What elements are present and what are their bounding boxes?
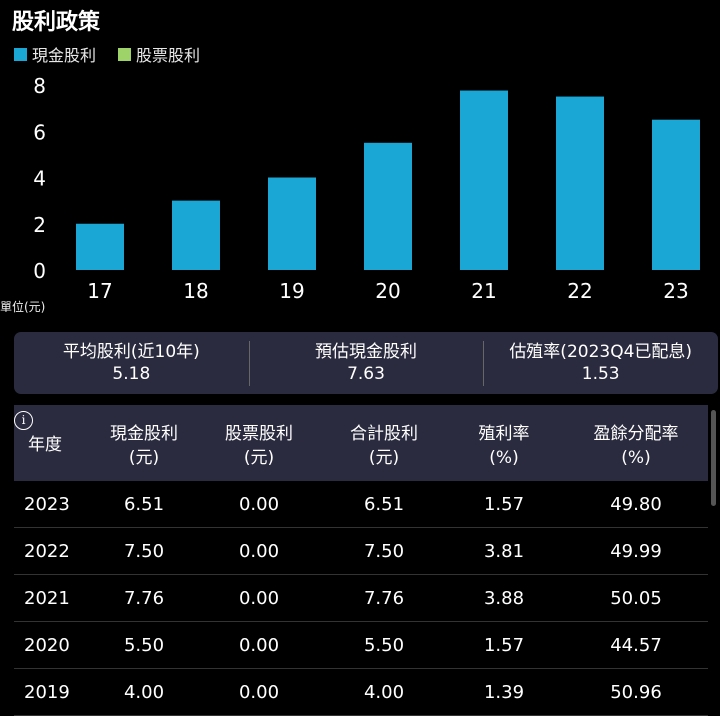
bar-cash-dividend-20[interactable] <box>364 142 412 270</box>
cell-total-dividend: 7.76 <box>363 587 405 609</box>
y-tick-label: 6 <box>33 120 46 144</box>
summary-label: 平均股利(近10年) <box>62 342 200 362</box>
bar-cash-dividend-21[interactable] <box>460 90 508 270</box>
x-tick-label: 20 <box>375 279 400 303</box>
cell-cash-dividend: 7.76 <box>123 587 165 609</box>
cell-payout-ratio: 44.57 <box>610 634 662 656</box>
x-tick-label: 17 <box>87 279 112 303</box>
cell-yield: 3.81 <box>483 540 525 562</box>
header-label: 股票股利 <box>225 424 293 444</box>
cell-yield: 1.57 <box>483 634 525 656</box>
legend-swatch-stock <box>118 47 132 61</box>
info-icon[interactable]: i <box>14 411 33 430</box>
cell-year: 2022 <box>24 540 70 562</box>
summary-estimated-yield: 估殖率(2023Q4已配息) 1.53 <box>483 332 718 394</box>
summary-average-dividend: 平均股利(近10年) 5.18 <box>14 332 249 394</box>
cell-stock-dividend: 0.00 <box>238 681 280 703</box>
summary-value: 7.63 <box>347 364 385 384</box>
y-tick-label: 8 <box>33 74 46 98</box>
dividend-summary-panel: 平均股利(近10年) 5.18 預估現金股利 7.63 估殖率(2023Q4已配… <box>14 332 718 394</box>
dividend-bar-chart: 0 2 4 6 8 17 18 19 20 21 22 23 <box>33 74 700 303</box>
header-stock-dividend: 股票股利 (元) <box>194 405 324 481</box>
header-yield: 殖利率 (%) <box>444 405 564 481</box>
cell-stock-dividend: 0.00 <box>238 587 280 609</box>
x-tick-label: 21 <box>471 279 496 303</box>
table-row: 2019 4.00 0.00 4.00 1.39 50.96 <box>14 669 708 716</box>
header-total-dividend: 合計股利 (元) <box>324 405 444 481</box>
table-row: 2022 7.50 0.00 7.50 3.81 49.99 <box>14 528 708 575</box>
cell-total-dividend: 6.51 <box>363 493 405 515</box>
x-tick-label: 18 <box>183 279 208 303</box>
header-payout-ratio: 盈餘分配率 (%) <box>564 405 708 481</box>
summary-value: 5.18 <box>112 364 151 384</box>
cell-stock-dividend: 0.00 <box>238 493 280 515</box>
header-unit: (%) <box>489 448 519 468</box>
cell-yield: 1.57 <box>483 493 525 515</box>
legend-item-cash[interactable]: 現金股利 <box>14 42 96 66</box>
x-tick-label: 22 <box>567 279 592 303</box>
legend-label-cash: 現金股利 <box>32 46 97 65</box>
header-label: 殖利率 <box>478 424 530 444</box>
cell-payout-ratio: 50.05 <box>610 587 662 609</box>
cell-total-dividend: 7.50 <box>363 540 405 562</box>
x-tick-label: 23 <box>663 279 688 303</box>
cell-year: 2023 <box>24 493 70 515</box>
table-row: 2023 6.51 0.00 6.51 1.57 49.80 <box>14 481 708 528</box>
legend-swatch-cash <box>14 47 27 61</box>
cell-stock-dividend: 0.00 <box>238 540 280 562</box>
table-header: i 年度 現金股利 (元) 股票股利 (元) 合計股利 (元) 殖利率 (%) … <box>14 405 708 481</box>
legend-item-stock[interactable]: 股票股利 <box>118 42 200 66</box>
bar-cash-dividend-23[interactable] <box>652 119 700 270</box>
bar-cash-dividend-17[interactable] <box>76 223 124 270</box>
cell-yield: 1.39 <box>483 681 525 703</box>
summary-label: 預估現金股利 <box>315 342 417 362</box>
header-year: 年度 <box>14 405 94 481</box>
cell-year: 2020 <box>24 634 70 656</box>
cell-payout-ratio: 49.80 <box>610 493 662 515</box>
table-row: 2020 5.50 0.00 5.50 1.57 44.57 <box>14 622 708 669</box>
summary-estimated-cash-dividend: 預估現金股利 7.63 <box>248 332 484 394</box>
header-unit: (%) <box>621 448 651 468</box>
bar-cash-dividend-19[interactable] <box>268 177 316 271</box>
cell-total-dividend: 5.50 <box>363 634 405 656</box>
y-tick-label: 4 <box>33 167 46 191</box>
header-unit: (元) <box>368 448 400 468</box>
section-title: 股利政策 <box>12 10 101 35</box>
y-tick-label: 0 <box>33 259 46 283</box>
cell-payout-ratio: 49.99 <box>610 540 662 562</box>
header-cash-dividend: 現金股利 (元) <box>94 405 194 481</box>
table-scrollbar[interactable] <box>711 410 716 506</box>
cell-cash-dividend: 5.50 <box>123 634 165 656</box>
cell-cash-dividend: 7.50 <box>123 540 165 562</box>
unit-label: 單位(元) <box>0 300 46 314</box>
header-label: 現金股利 <box>110 424 178 444</box>
cell-year: 2019 <box>24 681 70 703</box>
table-body: 2023 6.51 0.00 6.51 1.57 49.80 2022 7.50 0.00 7.5… <box>14 481 708 716</box>
x-tick-label: 19 <box>279 279 304 303</box>
cell-year: 2021 <box>24 587 70 609</box>
cell-yield: 3.88 <box>483 587 525 609</box>
header-year-label: 年度 <box>28 435 62 455</box>
dividend-table: i 年度 現金股利 (元) 股票股利 (元) 合計股利 (元) 殖利率 (%) … <box>14 405 708 716</box>
table-row: 2021 7.76 0.00 7.76 3.88 50.05 <box>14 575 708 622</box>
bar-cash-dividend-18[interactable] <box>172 200 220 270</box>
y-tick-label: 2 <box>33 213 46 237</box>
legend-label-stock: 股票股利 <box>136 46 201 65</box>
cell-payout-ratio: 50.96 <box>610 681 662 703</box>
header-unit: (元) <box>128 448 160 468</box>
cell-total-dividend: 4.00 <box>363 681 405 703</box>
header-unit: (元) <box>243 448 275 468</box>
bar-cash-dividend-22[interactable] <box>556 96 604 270</box>
summary-value: 1.53 <box>581 364 620 384</box>
summary-label: 估殖率(2023Q4已配息) <box>509 342 693 362</box>
chart-legend: 現金股利 股票股利 <box>14 42 222 66</box>
cell-cash-dividend: 6.51 <box>123 493 165 515</box>
cell-cash-dividend: 4.00 <box>123 681 165 703</box>
header-label: 合計股利 <box>350 424 418 444</box>
header-label: 盈餘分配率 <box>593 424 679 444</box>
cell-stock-dividend: 0.00 <box>238 634 280 656</box>
